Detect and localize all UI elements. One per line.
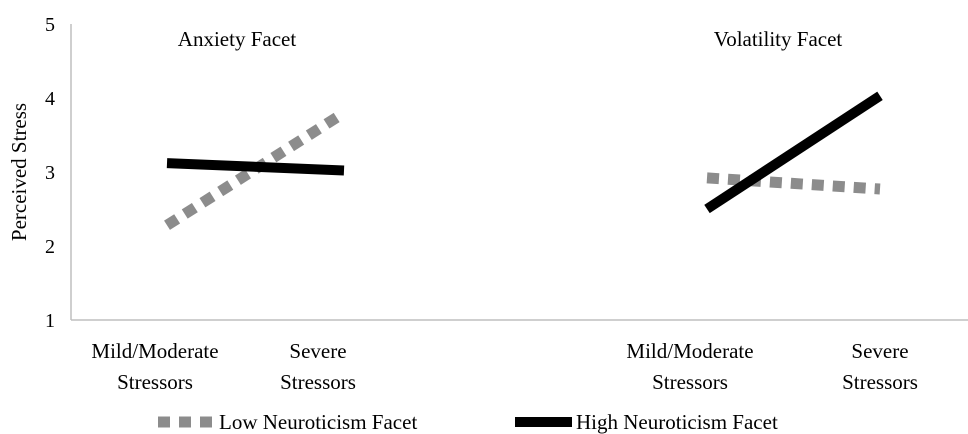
y-tick-label: 5 [45,14,55,36]
high-neuroticism-line [166,158,345,176]
y-tick-label: 2 [45,236,55,258]
y-tick-label: 4 [45,88,55,110]
chart-legend: Low Neuroticism Facet High Neuroticism Fa… [158,410,778,434]
panel-title: Volatility Facet [714,27,843,51]
chart-axes [70,24,968,321]
x-category-label: Mild/Moderate [91,339,218,363]
low-neuroticism-line [164,108,347,230]
low-neuroticism-line [706,172,881,195]
y-axis-label: Perceived Stress [7,103,31,241]
x-category-label: Mild/Moderate [626,339,753,363]
x-category-label: Severe [851,339,908,363]
x-category-label: Stressors [842,370,918,394]
high-neuroticism-line [704,91,883,214]
legend-high-label: High Neuroticism Facet [576,410,778,434]
y-tick-labels: 1 2 3 4 5 [45,14,55,332]
x-category-label: Severe [289,339,346,363]
x-category-label: Stressors [117,370,193,394]
panel-title: Anxiety Facet [178,27,297,51]
legend-low-label: Low Neuroticism Facet [219,410,417,434]
panel-volatility: Volatility Facet Mild/Moderate Stressors Se… [626,27,917,394]
chart-panels: Anxiety Facet Mild/Moderate Stressors Sever… [91,27,917,394]
panel-anxiety: Anxiety Facet Mild/Moderate Stressors Sever… [91,27,355,394]
y-tick-label: 1 [45,310,55,332]
x-category-label: Stressors [280,370,356,394]
y-tick-label: 3 [45,162,55,184]
x-category-label: Stressors [652,370,728,394]
